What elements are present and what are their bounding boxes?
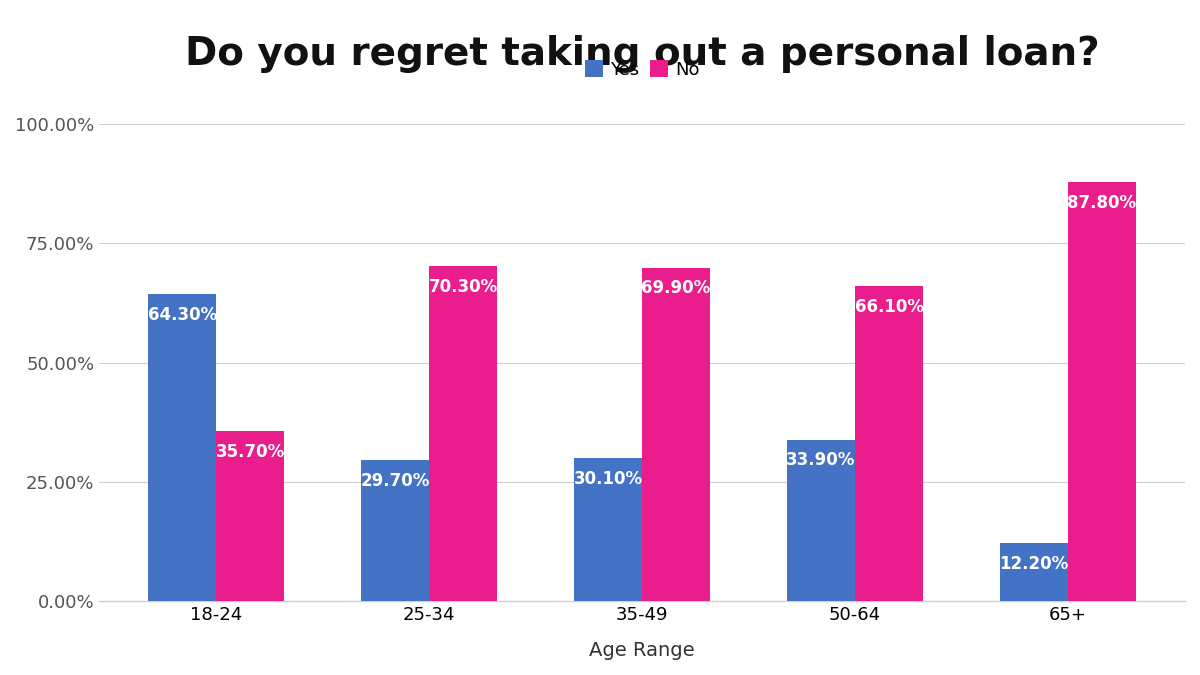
Legend: Yes, No: Yes, No bbox=[577, 53, 707, 86]
Bar bbox=[574, 458, 642, 601]
Bar bbox=[787, 439, 854, 601]
Text: 70.30%: 70.30% bbox=[428, 277, 498, 296]
Text: 64.30%: 64.30% bbox=[148, 306, 217, 324]
Bar bbox=[642, 267, 710, 601]
Text: 69.90%: 69.90% bbox=[642, 279, 710, 298]
Title: Do you regret taking out a personal loan?: Do you regret taking out a personal loan… bbox=[185, 35, 1099, 74]
Text: 30.10%: 30.10% bbox=[574, 470, 642, 487]
Bar bbox=[1000, 543, 1068, 601]
Bar bbox=[430, 265, 497, 601]
Bar bbox=[361, 460, 430, 601]
Text: 33.90%: 33.90% bbox=[786, 452, 856, 469]
Text: 29.70%: 29.70% bbox=[360, 472, 430, 489]
Bar bbox=[216, 431, 284, 601]
Bar bbox=[148, 294, 216, 601]
Bar bbox=[854, 286, 923, 601]
Text: 87.80%: 87.80% bbox=[1067, 194, 1136, 212]
Text: 66.10%: 66.10% bbox=[854, 298, 924, 316]
Text: 35.70%: 35.70% bbox=[216, 443, 284, 461]
Bar bbox=[1068, 182, 1136, 601]
X-axis label: Age Range: Age Range bbox=[589, 641, 695, 660]
Text: 12.20%: 12.20% bbox=[1000, 555, 1068, 573]
